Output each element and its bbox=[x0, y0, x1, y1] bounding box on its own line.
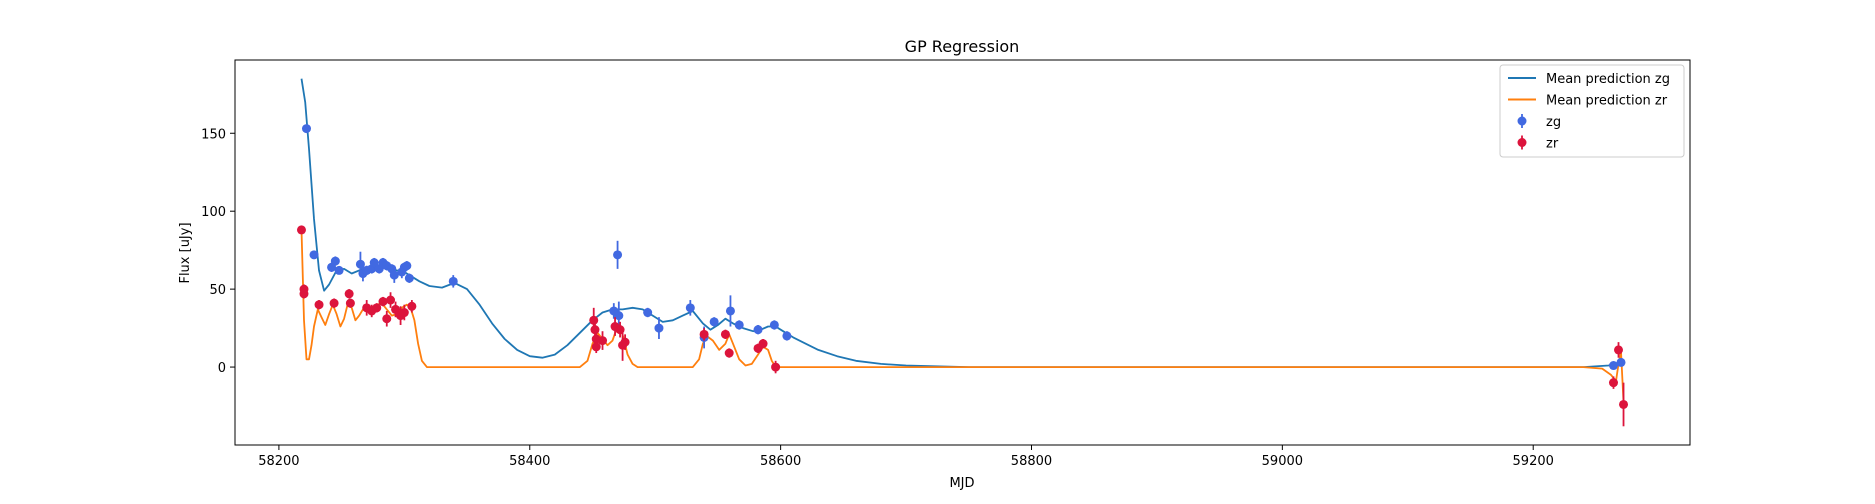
data-point-zr bbox=[329, 298, 339, 308]
data-point-zr bbox=[1608, 378, 1618, 388]
data-point-zg bbox=[369, 258, 379, 268]
data-point-zg bbox=[654, 323, 664, 333]
y-tick-label: 50 bbox=[209, 283, 226, 298]
data-point-zg bbox=[769, 320, 779, 330]
data-point-zr bbox=[758, 339, 768, 349]
plot-frame bbox=[234, 59, 1691, 446]
data-point-zg bbox=[330, 256, 340, 266]
data-point-zr bbox=[589, 315, 599, 325]
data-point-zg bbox=[301, 124, 311, 134]
data-point-zg bbox=[309, 250, 319, 260]
legend-marker-swatch bbox=[1517, 116, 1527, 126]
data-point-zr bbox=[386, 295, 396, 305]
y-tick-label: 0 bbox=[218, 361, 226, 376]
data-point-zg bbox=[725, 306, 735, 316]
data-point-zg bbox=[402, 261, 412, 271]
data-point-zr bbox=[372, 303, 382, 313]
data-point-zg bbox=[448, 276, 458, 286]
data-point-zg bbox=[613, 250, 623, 260]
data-point-zr bbox=[620, 337, 630, 347]
y-axis-label: Flux [uJy] bbox=[178, 222, 193, 283]
data-point-zr bbox=[296, 225, 306, 235]
data-point-zr bbox=[598, 336, 608, 346]
legend-marker-swatch bbox=[1517, 138, 1527, 147]
data-point-zg bbox=[709, 317, 719, 327]
data-point-zr bbox=[344, 289, 354, 299]
x-tick-label: 58400 bbox=[509, 454, 550, 469]
data-point-zr bbox=[314, 300, 324, 310]
data-point-zr bbox=[378, 297, 388, 307]
data-point-zr bbox=[720, 329, 730, 339]
data-point-zr bbox=[391, 304, 401, 314]
x-tick-label: 59200 bbox=[1513, 454, 1554, 469]
data-point-zr bbox=[771, 362, 781, 372]
y-tick-label: 150 bbox=[201, 127, 226, 142]
data-point-zg bbox=[1608, 361, 1618, 371]
data-point-zg bbox=[782, 331, 792, 341]
legend-entry-label: Mean prediction zg bbox=[1546, 72, 1670, 87]
data-point-zg bbox=[614, 311, 624, 321]
data-point-zr bbox=[724, 348, 734, 358]
x-axis-label: MJD bbox=[949, 476, 974, 491]
x-tick-label: 58200 bbox=[258, 454, 299, 469]
legend-frame bbox=[1499, 64, 1685, 158]
data-point-zr bbox=[1619, 399, 1629, 409]
data-point-zg bbox=[334, 265, 344, 275]
data-point-zr bbox=[1614, 345, 1624, 355]
legend-entry-label: Mean prediction zr bbox=[1546, 94, 1668, 109]
data-point-zg bbox=[685, 303, 695, 313]
data-point-zg bbox=[404, 273, 414, 283]
data-point-zr bbox=[590, 325, 600, 335]
data-point-zr bbox=[299, 289, 309, 299]
data-point-zr bbox=[345, 298, 355, 308]
data-point-zg bbox=[753, 325, 763, 335]
data-point-zr bbox=[399, 308, 409, 318]
y-tick-label: 100 bbox=[201, 205, 226, 220]
data-point-zr bbox=[591, 342, 601, 352]
legend: Mean prediction zg Mean prediction zr zg zr bbox=[1499, 64, 1685, 158]
data-point-zg bbox=[734, 320, 744, 330]
x-tick-label: 58600 bbox=[760, 454, 801, 469]
data-point-zg bbox=[389, 270, 399, 280]
data-point-zg bbox=[643, 308, 653, 318]
series-layer bbox=[296, 78, 1629, 427]
data-point-zg bbox=[1616, 357, 1626, 367]
axis-layer: 58200 58400 58600 58800 59000 59200 0 50 100 150 bbox=[201, 127, 1554, 469]
data-point-zr bbox=[407, 301, 417, 311]
data-point-zr bbox=[699, 329, 709, 339]
legend-entry-label: zg bbox=[1546, 115, 1561, 130]
x-tick-label: 59000 bbox=[1262, 454, 1303, 469]
legend-entry-label: zr bbox=[1546, 137, 1559, 152]
chart-title: GP Regression bbox=[905, 37, 1020, 56]
x-tick-label: 58800 bbox=[1011, 454, 1052, 469]
data-point-zr bbox=[382, 314, 392, 324]
